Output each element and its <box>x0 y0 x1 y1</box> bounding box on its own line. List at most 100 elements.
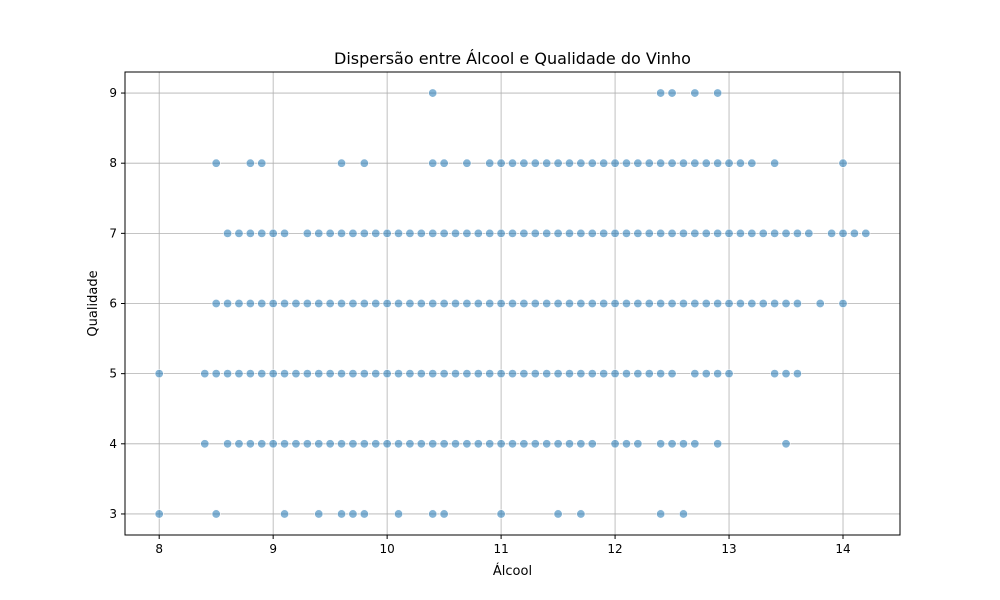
scatter-point <box>690 228 700 238</box>
scatter-point <box>337 298 347 308</box>
scatter-point <box>656 439 666 449</box>
scatter-point <box>507 298 517 308</box>
scatter-point <box>371 228 381 238</box>
scatter-point <box>268 228 278 238</box>
scatter-point <box>416 369 426 379</box>
scatter-point <box>485 369 495 379</box>
scatter-point <box>473 228 483 238</box>
scatter-point <box>325 369 335 379</box>
scatter-point <box>428 509 438 519</box>
scatter-point <box>223 228 233 238</box>
scatter-point <box>416 439 426 449</box>
scatter-point <box>359 228 369 238</box>
scatter-point <box>530 228 540 238</box>
scatter-point <box>815 298 825 308</box>
scatter-point <box>394 509 404 519</box>
scatter-point <box>405 228 415 238</box>
scatter-point <box>735 228 745 238</box>
scatter-point <box>656 369 666 379</box>
scatter-point <box>314 509 324 519</box>
scatter-point <box>667 369 677 379</box>
scatter-point <box>576 228 586 238</box>
scatter-point <box>371 369 381 379</box>
scatter-point <box>633 439 643 449</box>
scatter-point <box>268 298 278 308</box>
scatter-point <box>610 298 620 308</box>
scatter-point <box>564 158 574 168</box>
scatter-point <box>656 88 666 98</box>
scatter-point <box>462 228 472 238</box>
scatter-point <box>394 439 404 449</box>
scatter-point <box>553 158 563 168</box>
chart-title: Dispersão entre Álcool e Qualidade do Vi… <box>334 49 691 68</box>
scatter-point <box>553 228 563 238</box>
y-tick-label: 3 <box>109 507 117 521</box>
scatter-point <box>690 88 700 98</box>
x-axis-label: Álcool <box>493 563 532 579</box>
scatter-point <box>462 439 472 449</box>
scatter-point <box>804 228 814 238</box>
scatter-point <box>667 158 677 168</box>
scatter-point <box>849 228 859 238</box>
scatter-point <box>325 439 335 449</box>
scatter-point <box>587 228 597 238</box>
scatter-point <box>211 509 221 519</box>
scatter-point <box>428 158 438 168</box>
scatter-point <box>633 298 643 308</box>
scatter-point <box>348 439 358 449</box>
scatter-point <box>223 369 233 379</box>
scatter-point <box>314 439 324 449</box>
scatter-point <box>792 298 802 308</box>
scatter-point <box>530 369 540 379</box>
scatter-point <box>291 439 301 449</box>
scatter-point <box>770 298 780 308</box>
scatter-point <box>223 439 233 449</box>
scatter-point <box>245 439 255 449</box>
scatter-point <box>713 228 723 238</box>
scatter-point <box>337 439 347 449</box>
scatter-point <box>234 439 244 449</box>
scatter-point <box>439 369 449 379</box>
scatter-point <box>621 158 631 168</box>
scatter-point <box>724 158 734 168</box>
scatter-point <box>587 439 597 449</box>
scatter-point <box>428 439 438 449</box>
scatter-point <box>291 369 301 379</box>
scatter-point <box>200 369 210 379</box>
scatter-point <box>735 298 745 308</box>
x-tick-label: 14 <box>835 542 850 556</box>
scatter-point <box>280 369 290 379</box>
scatter-point <box>257 439 267 449</box>
scatter-point <box>542 158 552 168</box>
scatter-point <box>747 158 757 168</box>
scatter-point <box>496 158 506 168</box>
scatter-point <box>553 298 563 308</box>
scatter-point <box>337 158 347 168</box>
scatter-point <box>496 439 506 449</box>
scatter-point <box>394 298 404 308</box>
scatter-point <box>268 369 278 379</box>
y-tick-label: 7 <box>109 226 117 240</box>
scatter-point <box>713 158 723 168</box>
scatter-point <box>564 439 574 449</box>
scatter-point <box>838 228 848 238</box>
scatter-point <box>644 298 654 308</box>
scatter-point <box>542 439 552 449</box>
scatter-point <box>610 439 620 449</box>
scatter-point <box>690 158 700 168</box>
scatter-point <box>325 228 335 238</box>
scatter-point <box>348 509 358 519</box>
scatter-point <box>519 298 529 308</box>
scatter-point <box>302 298 312 308</box>
scatter-point <box>245 298 255 308</box>
y-tick-label: 4 <box>109 437 117 451</box>
scatter-point <box>348 369 358 379</box>
scatter-point <box>405 439 415 449</box>
scatter-point <box>747 298 757 308</box>
scatter-point <box>451 298 461 308</box>
scatter-point <box>610 228 620 238</box>
y-axis-label: Qualidade <box>86 270 101 336</box>
scatter-point <box>644 369 654 379</box>
scatter-point <box>257 228 267 238</box>
scatter-point <box>234 228 244 238</box>
